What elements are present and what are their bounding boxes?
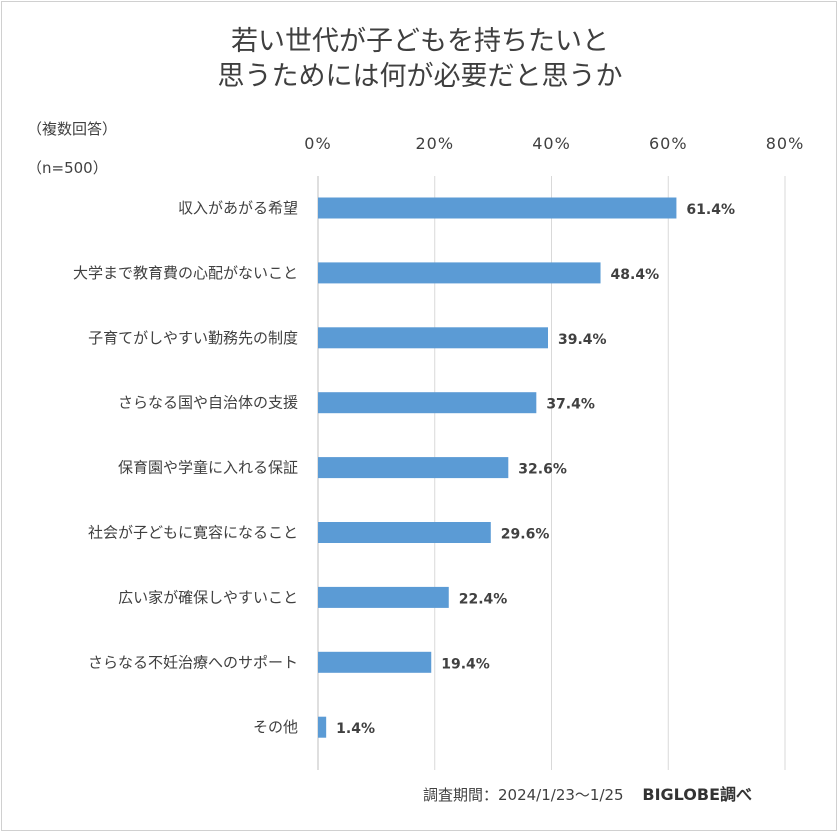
x-tick-label: 0% <box>304 134 331 153</box>
data-label: 19.4% <box>441 656 490 672</box>
chart-footer: 調査期間：2024/1/23～1/25 BIGLOBE調べ <box>423 781 752 805</box>
bar <box>318 327 548 349</box>
bar <box>318 651 432 673</box>
chart-title-line-1: 若い世代が子どもを持ちたいと <box>231 26 609 57</box>
data-label: 61.4% <box>686 202 735 218</box>
data-label: 22.4% <box>459 591 508 607</box>
note-sample-size: （n=500） <box>27 159 108 177</box>
bar <box>318 586 449 608</box>
bar <box>318 716 327 738</box>
category-label: さらなる不妊治療へのサポート <box>88 653 298 671</box>
note-multiple-answers: （複数回答） <box>27 120 118 138</box>
source-brand: BIGLOBE調べ <box>642 785 753 804</box>
data-label: 32.6% <box>518 462 567 478</box>
category-label: 保育園や学童に入れる保証 <box>118 459 298 477</box>
category-label: その他 <box>253 718 298 736</box>
bar <box>318 197 677 219</box>
category-label: 大学まで教育費の心配がないこと <box>73 264 298 282</box>
data-label: 29.6% <box>501 527 550 543</box>
bar <box>318 522 491 543</box>
bar <box>318 262 601 284</box>
x-tick-label: 80% <box>766 134 805 153</box>
bar <box>318 457 509 479</box>
x-tick-label: 40% <box>532 134 571 153</box>
data-label: 39.4% <box>558 332 607 348</box>
chart-title: 若い世代が子どもを持ちたいと 思うためには何が必要だと思うか <box>0 24 840 94</box>
survey-period: 調査期間：2024/1/23～1/25 <box>423 786 624 804</box>
category-label: 社会が子どもに寛容になること <box>88 524 298 542</box>
bar <box>318 392 537 414</box>
category-label: 子育てがしやすい勤務先の制度 <box>88 329 298 347</box>
category-label: 収入があがる希望 <box>178 199 298 217</box>
x-tick-label: 60% <box>649 134 688 153</box>
data-label: 37.4% <box>546 397 595 413</box>
category-label: さらなる国や自治体の支援 <box>118 394 298 412</box>
x-tick-label: 20% <box>415 134 454 153</box>
category-label: 広い家が確保しやすいこと <box>118 588 298 606</box>
data-label: 1.4% <box>336 721 375 737</box>
chart-title-line-2: 思うためには何が必要だと思うか <box>217 61 623 92</box>
data-label: 48.4% <box>611 267 660 283</box>
